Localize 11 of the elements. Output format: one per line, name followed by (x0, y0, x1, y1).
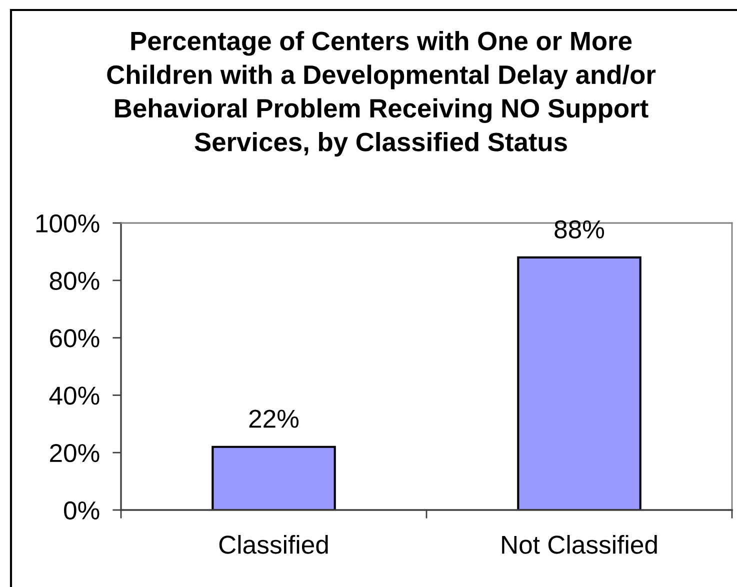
data-label: 22% (249, 410, 299, 428)
y-tick-label: 60% (50, 329, 100, 348)
y-tick-label: 100% (36, 214, 100, 233)
x-tick-label: Not Classified (502, 535, 657, 554)
data-label: 88% (554, 220, 604, 238)
x-tick-label: Classified (219, 535, 328, 554)
y-tick-label: 0% (64, 501, 100, 520)
y-tick-label: 80% (50, 272, 100, 290)
y-tick-label: 40% (49, 386, 100, 405)
y-tick-label: 20% (50, 444, 100, 462)
chart-title: Percentage of Centers with One or More Children with a Developmental Delay and/or Behavioral Problem Receiving NO Support Services, by Classified Status (107, 31, 656, 157)
